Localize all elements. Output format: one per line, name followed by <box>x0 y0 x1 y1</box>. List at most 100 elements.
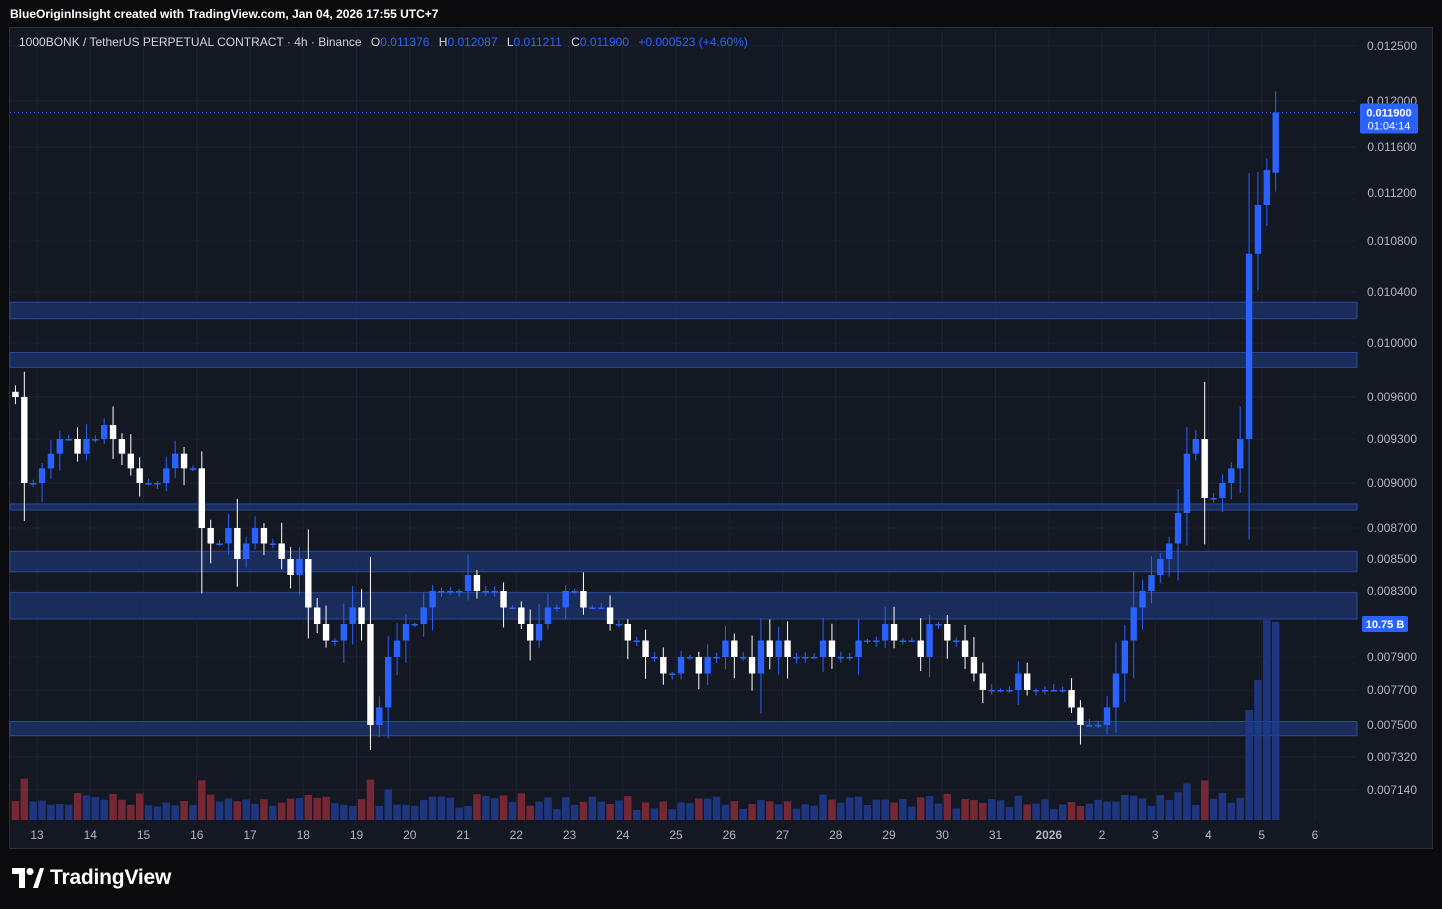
candle-body[interactable] <box>242 543 250 560</box>
candle-body[interactable] <box>65 439 72 441</box>
candle-body[interactable] <box>766 640 774 658</box>
price-zone[interactable] <box>9 550 1358 573</box>
symbol-label[interactable]: 1000BONK / TetherUS PERPETUAL CONTRACT ·… <box>19 35 362 49</box>
candle-body[interactable] <box>420 607 427 625</box>
candle-body[interactable] <box>109 425 117 439</box>
candle-body[interactable] <box>367 624 374 725</box>
candle-body[interactable] <box>163 468 170 483</box>
candle-body[interactable] <box>154 483 161 485</box>
candle-body[interactable] <box>722 640 729 658</box>
candle-body[interactable] <box>1032 690 1040 692</box>
candle-body[interactable] <box>855 640 862 658</box>
candle-body[interactable] <box>997 690 1004 692</box>
candle-body[interactable] <box>775 640 782 658</box>
candle-body[interactable] <box>251 528 259 544</box>
candle-body[interactable] <box>234 528 241 559</box>
candle-body[interactable] <box>917 640 924 658</box>
candle-body[interactable] <box>92 439 99 441</box>
candle-body[interactable] <box>313 607 321 625</box>
candle-body[interactable] <box>1041 690 1049 692</box>
candle-body[interactable] <box>1077 707 1084 726</box>
price-zone[interactable] <box>9 351 1358 368</box>
price-zone[interactable] <box>9 721 1358 737</box>
candle-body[interactable] <box>83 439 90 454</box>
candle-body[interactable] <box>384 657 392 708</box>
candle-body[interactable] <box>402 624 410 641</box>
candle-body[interactable] <box>819 640 827 658</box>
candle-body[interactable] <box>47 453 55 469</box>
candle-body[interactable] <box>491 591 498 593</box>
candle-body[interactable] <box>340 624 348 641</box>
candle-body[interactable] <box>411 624 419 626</box>
candle-body[interactable] <box>1219 483 1226 498</box>
candle-body[interactable] <box>828 640 836 658</box>
candle-body[interactable] <box>793 657 800 659</box>
candle-body[interactable] <box>38 468 46 483</box>
candle-body[interactable] <box>1165 543 1173 560</box>
candle-body[interactable] <box>881 624 889 641</box>
candle-body[interactable] <box>127 453 135 469</box>
candle-body[interactable] <box>1068 690 1075 708</box>
candle-body[interactable] <box>180 453 188 469</box>
price-zone[interactable] <box>9 301 1358 320</box>
candle-body[interactable] <box>944 624 951 641</box>
candle-body[interactable] <box>296 559 303 575</box>
candle-body[interactable] <box>597 607 605 610</box>
candle-body[interactable] <box>970 657 978 674</box>
candle-body[interactable] <box>1112 673 1120 708</box>
candle-body[interactable] <box>1201 439 1208 498</box>
candle-body[interactable] <box>660 657 667 674</box>
candle-body[interactable] <box>189 468 197 470</box>
candle-body[interactable] <box>615 624 623 626</box>
candle-body[interactable] <box>216 543 223 546</box>
candle-body[interactable] <box>802 657 809 659</box>
candle-body[interactable] <box>961 640 969 658</box>
candle-body[interactable] <box>278 543 285 560</box>
candle-body[interactable] <box>873 640 880 643</box>
candle-body[interactable] <box>908 640 916 643</box>
candle-body[interactable] <box>1121 640 1129 674</box>
candle-body[interactable] <box>562 591 569 608</box>
candle-body[interactable] <box>118 439 126 454</box>
candle-body[interactable] <box>926 624 933 657</box>
candle-body[interactable] <box>74 439 81 454</box>
candle-body[interactable] <box>518 607 525 625</box>
candle-body[interactable] <box>731 640 738 658</box>
candle-body[interactable] <box>393 640 401 658</box>
candle-body[interactable] <box>535 624 543 641</box>
candle-body[interactable] <box>589 607 596 610</box>
candle-body[interactable] <box>1130 607 1137 641</box>
candle-body[interactable] <box>739 657 747 659</box>
candle-body[interactable] <box>1236 439 1244 469</box>
candle-body[interactable] <box>979 673 987 691</box>
price-zone[interactable] <box>9 503 1358 511</box>
candle-body[interactable] <box>322 624 330 641</box>
candle-body[interactable] <box>305 559 312 608</box>
candle-body[interactable] <box>269 543 277 546</box>
candle-body[interactable] <box>482 591 490 593</box>
candle-body[interactable] <box>1094 725 1102 727</box>
candle-body[interactable] <box>713 657 720 659</box>
candle-body[interactable] <box>198 468 206 528</box>
candle-body[interactable] <box>349 607 356 625</box>
candle-body[interactable] <box>695 657 703 674</box>
candle-body[interactable] <box>1023 673 1031 691</box>
candle-body[interactable] <box>677 657 685 674</box>
candle-body[interactable] <box>1263 170 1271 205</box>
candle-body[interactable] <box>171 453 179 469</box>
candle-body[interactable] <box>899 640 907 643</box>
candle-body[interactable] <box>553 607 561 610</box>
candle-body[interactable] <box>1086 725 1093 727</box>
candle-body[interactable] <box>668 673 676 676</box>
candle-body[interactable] <box>136 468 143 483</box>
candle-body[interactable] <box>988 690 995 692</box>
candle-body[interactable] <box>704 657 711 674</box>
candle-body[interactable] <box>633 640 640 643</box>
candle-body[interactable] <box>331 640 339 643</box>
candle-body[interactable] <box>935 624 942 626</box>
candle-body[interactable] <box>438 591 445 593</box>
candle-body[interactable] <box>846 657 853 659</box>
candle-body[interactable] <box>1139 591 1146 608</box>
candle-body[interactable] <box>1228 468 1235 483</box>
